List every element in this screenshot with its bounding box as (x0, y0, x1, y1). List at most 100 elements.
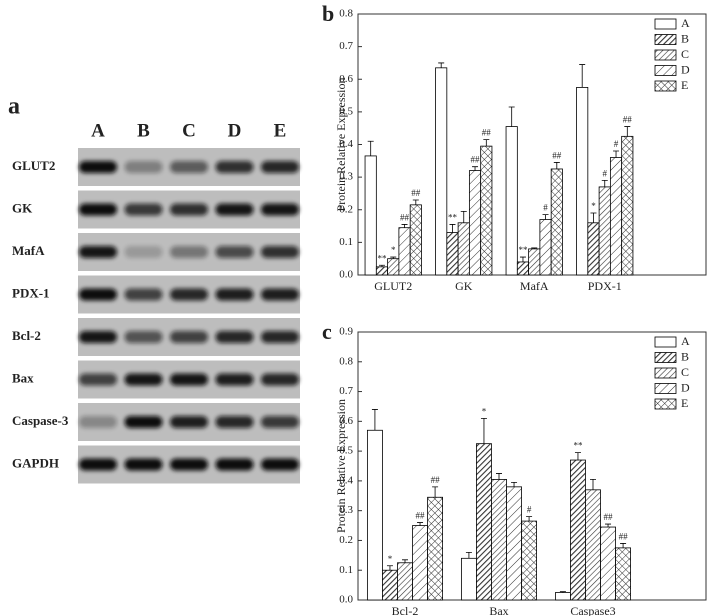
y-tick-label: 0.1 (339, 564, 353, 576)
legend-swatch (654, 65, 677, 76)
bar (409, 204, 422, 276)
y-tick-label: 0.8 (339, 8, 353, 20)
bar (598, 186, 611, 276)
x-tick-label: GK (455, 279, 473, 293)
legend-swatch (654, 80, 677, 92)
error-bar (483, 139, 490, 147)
bar (555, 592, 571, 601)
blot-band (124, 373, 163, 386)
error-bar (367, 140, 374, 156)
error-bar (508, 106, 515, 127)
error-bar (613, 150, 620, 158)
significance: # (603, 168, 608, 178)
blot-band (261, 373, 299, 386)
x-tick-label: Caspase3 (570, 604, 615, 616)
blot-band (261, 458, 299, 471)
blot-band (261, 203, 299, 216)
legend-swatch (654, 18, 677, 30)
error-bar (605, 523, 612, 528)
bar (550, 168, 563, 276)
legend-swatch (654, 352, 677, 363)
blot-band (79, 416, 117, 428)
lane-label: A (91, 120, 105, 141)
blot-band (79, 288, 117, 301)
y-axis-label: Protein Relative Expression (334, 78, 348, 212)
blot-band (215, 331, 254, 343)
significance: ## (471, 155, 481, 165)
significance: * (388, 554, 393, 564)
legend-swatch (654, 49, 677, 61)
blot-band (124, 416, 163, 428)
significance: ** (518, 245, 528, 255)
blot-band (215, 161, 254, 173)
x-tick-label: GLUT2 (374, 279, 412, 293)
significance: ## (400, 212, 410, 222)
blot-band (124, 203, 163, 216)
y-tick-label: 0.1 (339, 236, 353, 248)
lane-label: E (274, 120, 287, 141)
bar (412, 525, 428, 601)
y-tick-label: 0.7 (339, 40, 353, 52)
legend-label: E (681, 396, 688, 410)
x-tick-label: PDX-1 (588, 279, 622, 293)
blot-band (170, 161, 208, 173)
error-bar (579, 64, 586, 88)
bar (615, 547, 631, 601)
bar (375, 266, 389, 276)
error-bar (526, 516, 533, 522)
legend-label: D (681, 62, 690, 76)
significance: ## (431, 475, 441, 485)
blot-band (79, 161, 117, 173)
blot-band (124, 161, 163, 173)
blot-band (215, 416, 254, 428)
y-axis-label: Protein Relative Expression (334, 399, 348, 533)
y-tick-label: 0.6 (339, 73, 353, 85)
legend-label: D (681, 380, 690, 394)
blot-band (261, 288, 299, 301)
protein-label: Bax (12, 370, 34, 385)
significance: ** (377, 253, 387, 263)
significance: ## (482, 128, 492, 138)
blot-band (124, 331, 163, 343)
bar (576, 87, 589, 276)
error-bar (590, 212, 597, 223)
blot-band (215, 203, 254, 216)
significance: ## (411, 188, 421, 198)
blot-band (215, 373, 254, 386)
legend-swatch (654, 398, 677, 410)
blot-band (124, 458, 163, 471)
blot-band (170, 416, 208, 428)
bar (480, 145, 493, 276)
blot-band (170, 373, 208, 386)
blot-band (261, 331, 299, 343)
bar (387, 258, 400, 276)
panel-label: a (8, 94, 20, 120)
blot-band (215, 246, 254, 258)
bar (516, 261, 530, 276)
legend-label: A (681, 16, 690, 30)
significance: ## (619, 531, 629, 541)
error-bar (412, 199, 419, 205)
protein-label: GLUT2 (12, 158, 55, 173)
bar (491, 478, 507, 601)
error-bar (401, 224, 408, 228)
bar (621, 135, 634, 276)
blot-band (215, 288, 254, 301)
significance: # (527, 505, 532, 515)
bar (506, 486, 522, 601)
significance: # (614, 139, 619, 149)
protein-label: Bcl-2 (12, 328, 41, 343)
error-bar (601, 179, 608, 187)
legend-swatch (654, 34, 677, 45)
bar (609, 157, 623, 276)
significance: ** (573, 441, 583, 451)
error-bar (378, 264, 385, 267)
error-bar (480, 417, 487, 444)
error-bar (620, 543, 627, 548)
legend-swatch (654, 367, 677, 379)
error-bar (390, 256, 397, 259)
bar (476, 443, 492, 601)
error-bar (465, 551, 472, 559)
bar (585, 489, 601, 601)
